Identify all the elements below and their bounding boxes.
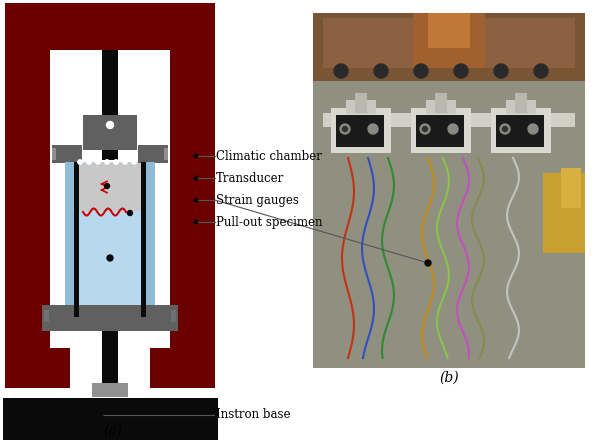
Circle shape — [96, 160, 100, 164]
Bar — [413, 13, 485, 68]
Circle shape — [500, 124, 510, 134]
Text: Instron base: Instron base — [216, 408, 290, 421]
Bar — [102, 50, 118, 160]
Circle shape — [99, 413, 103, 417]
Bar — [5, 3, 50, 388]
Circle shape — [123, 160, 127, 164]
Circle shape — [334, 64, 348, 78]
Circle shape — [194, 220, 198, 224]
Bar — [428, 13, 470, 48]
Bar — [164, 148, 168, 160]
Circle shape — [448, 124, 458, 134]
Bar — [313, 81, 585, 368]
Text: (b): (b) — [439, 371, 459, 385]
Circle shape — [420, 124, 430, 134]
Bar — [5, 3, 215, 50]
Circle shape — [107, 255, 113, 261]
Circle shape — [528, 124, 538, 134]
Circle shape — [132, 160, 136, 164]
Text: Climatic chamber: Climatic chamber — [216, 149, 322, 163]
Circle shape — [114, 160, 118, 164]
Circle shape — [343, 127, 347, 132]
Text: Strain gauges: Strain gauges — [216, 194, 299, 206]
Bar — [323, 18, 575, 68]
Circle shape — [534, 64, 548, 78]
Bar — [138, 145, 168, 163]
Bar — [171, 310, 176, 322]
Text: (a): (a) — [104, 424, 122, 438]
Circle shape — [194, 198, 198, 202]
Bar — [5, 348, 70, 388]
Bar — [83, 115, 137, 150]
Bar — [496, 115, 544, 147]
Bar — [411, 108, 471, 153]
Circle shape — [426, 261, 430, 265]
Bar — [435, 93, 447, 113]
Circle shape — [422, 127, 427, 132]
Bar — [3, 398, 218, 440]
Circle shape — [425, 260, 431, 266]
Circle shape — [374, 64, 388, 78]
Bar — [50, 308, 170, 328]
Bar — [170, 3, 215, 388]
Bar — [543, 173, 585, 253]
Circle shape — [87, 160, 91, 164]
Bar — [52, 145, 82, 163]
Bar — [142, 162, 155, 310]
Bar — [150, 348, 215, 388]
Circle shape — [78, 160, 82, 164]
Circle shape — [194, 176, 198, 180]
Bar — [74, 162, 79, 317]
Circle shape — [105, 160, 109, 164]
Circle shape — [454, 64, 468, 78]
Bar — [313, 13, 585, 368]
Bar — [44, 310, 49, 322]
Bar — [506, 100, 536, 114]
Circle shape — [503, 127, 508, 132]
Bar — [141, 162, 146, 317]
Bar — [65, 162, 78, 310]
Bar — [336, 115, 384, 147]
Circle shape — [368, 124, 378, 134]
Bar — [426, 100, 456, 114]
Bar — [65, 162, 155, 310]
Text: Transducer: Transducer — [216, 171, 284, 184]
Circle shape — [104, 183, 110, 189]
Bar — [491, 108, 551, 153]
Bar — [346, 100, 376, 114]
Bar — [561, 168, 581, 208]
Bar — [52, 148, 56, 160]
Bar — [331, 108, 391, 153]
Bar — [78, 163, 142, 211]
Circle shape — [340, 124, 350, 134]
Circle shape — [414, 64, 428, 78]
Bar — [355, 93, 367, 113]
Bar — [515, 93, 527, 113]
Text: Pull-out specimen: Pull-out specimen — [216, 215, 323, 229]
Circle shape — [194, 154, 198, 158]
Bar — [92, 383, 128, 397]
Bar — [42, 305, 178, 331]
Bar — [323, 113, 575, 127]
Bar — [102, 331, 118, 386]
Circle shape — [107, 121, 113, 128]
Circle shape — [494, 64, 508, 78]
Bar — [313, 13, 585, 81]
Circle shape — [128, 210, 133, 215]
Bar — [416, 115, 464, 147]
